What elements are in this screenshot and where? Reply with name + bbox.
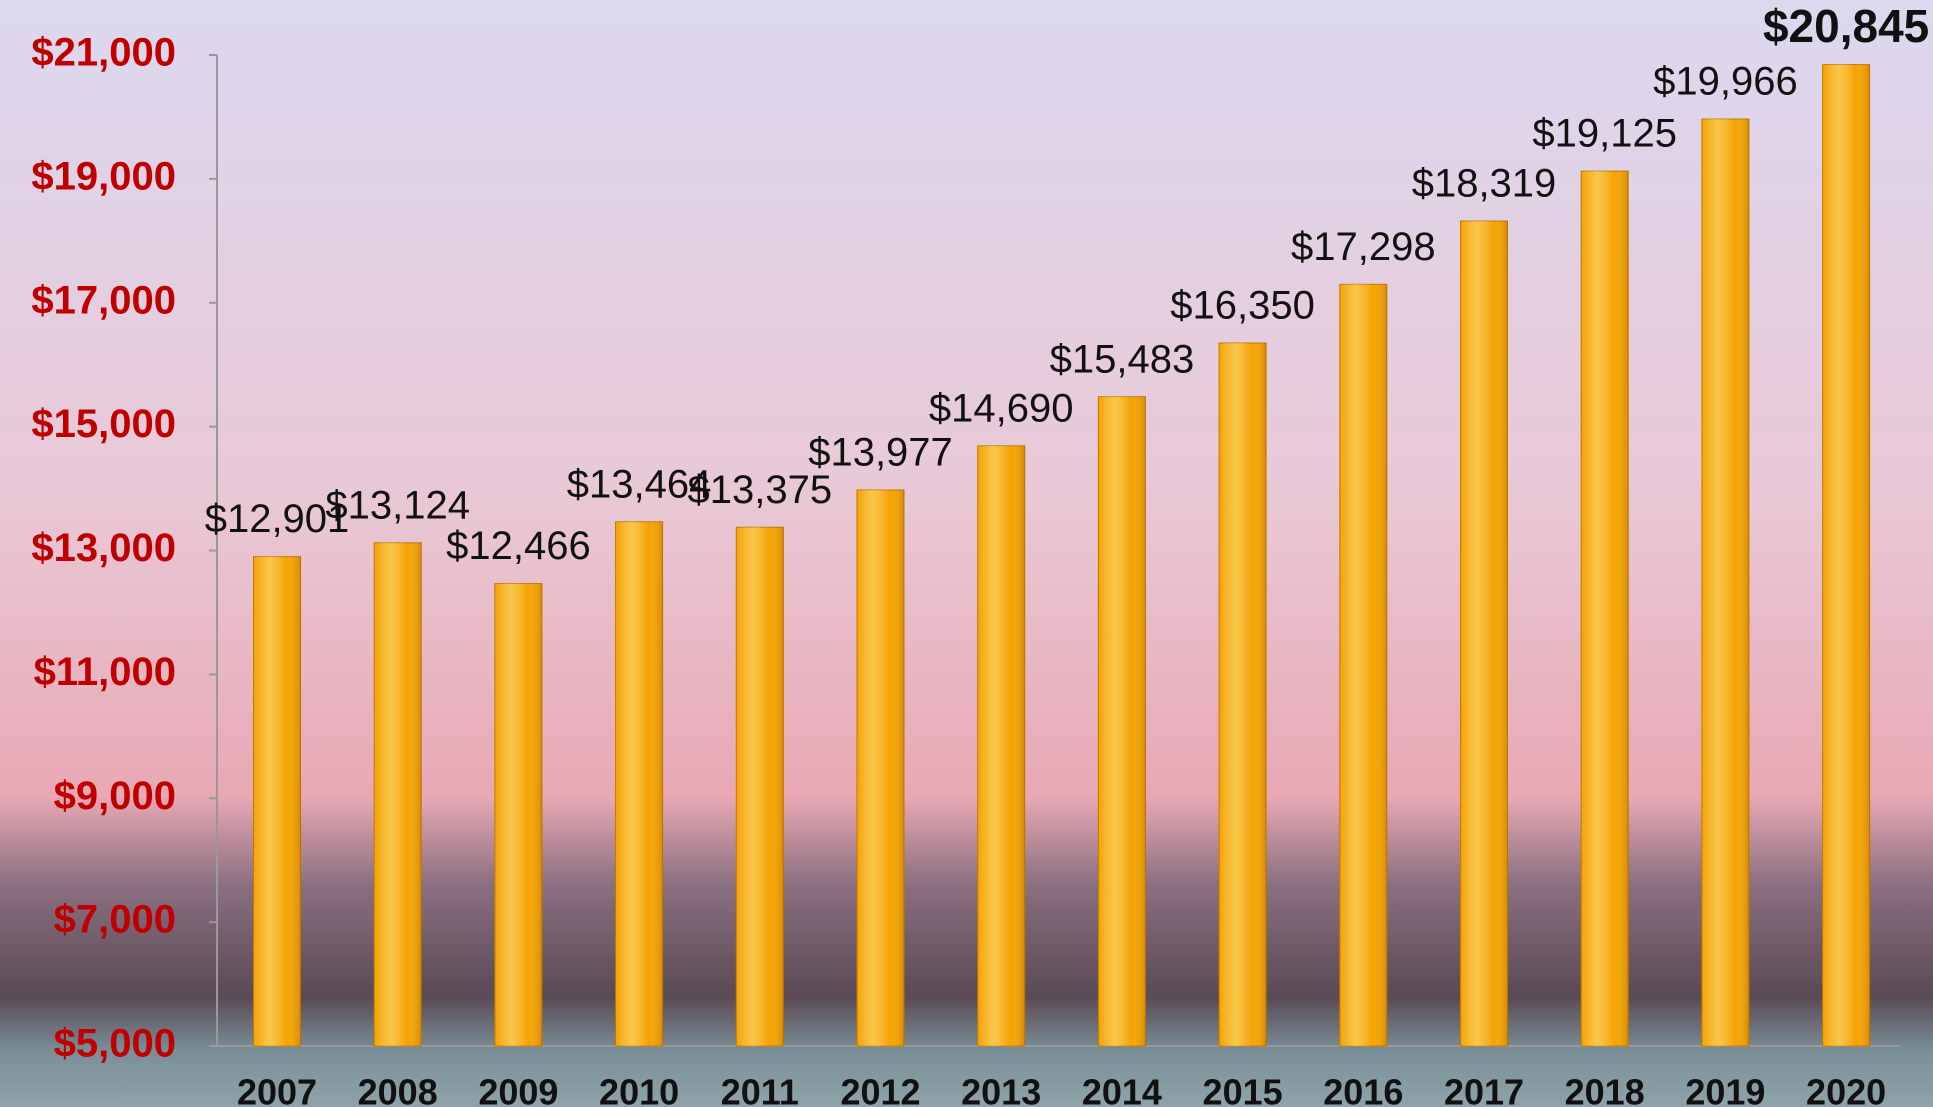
x-tick-label: 2009 [478,1072,558,1107]
bar [736,527,783,1046]
bar [1702,119,1749,1046]
value-label: $19,125 [1532,112,1677,156]
y-tick-label: $9,000 [54,774,176,818]
value-label: $16,350 [1170,284,1315,328]
bar [978,446,1025,1046]
y-tick-label: $7,000 [54,898,176,942]
bar [1340,284,1387,1046]
value-label: $13,124 [325,483,470,527]
value-label: $18,319 [1412,162,1557,206]
y-tick-label: $5,000 [54,1022,176,1066]
y-tick-label: $13,000 [31,526,176,570]
value-label: $12,466 [446,524,591,568]
chart: $5,000 $7,000 $9,000 $11,000 $13,000 $15,000 $… [0,0,1933,1107]
x-tick-label: 2017 [1444,1072,1524,1107]
x-tick-label: 2011 [721,1072,799,1107]
value-label: $19,966 [1653,60,1798,104]
x-tick-label: 2012 [840,1072,920,1107]
x-tick-label: 2020 [1806,1072,1886,1107]
bar [857,490,904,1046]
x-tick-label: 2010 [599,1072,679,1107]
y-tick-label: $21,000 [31,31,176,75]
value-label: $14,690 [929,386,1074,430]
bar [616,522,663,1046]
bar [254,557,301,1046]
bar [1823,65,1870,1046]
x-tick-label: 2015 [1203,1072,1283,1107]
x-tick-label: 2007 [237,1072,317,1107]
bar [1219,343,1266,1046]
y-tick-label: $17,000 [31,278,176,322]
bar [495,584,542,1046]
bar [1098,397,1145,1046]
bar [1581,171,1628,1046]
value-label: $13,977 [808,431,953,475]
value-label: $20,845 [1763,0,1929,52]
x-tick-label: 2016 [1323,1072,1403,1107]
x-tick-label: 2019 [1685,1072,1765,1107]
x-tick-label: 2008 [358,1072,438,1107]
y-tick-label: $15,000 [31,402,176,446]
x-tick-label: 2014 [1082,1072,1162,1107]
value-label: $15,483 [1050,337,1195,381]
y-tick-label: $19,000 [31,154,176,198]
value-label: $17,298 [1291,225,1436,269]
y-tick-label: $11,000 [34,650,176,694]
x-tick-label: 2013 [961,1072,1041,1107]
bar [1461,221,1508,1046]
x-tick-label: 2018 [1565,1072,1645,1107]
bar [374,543,421,1046]
